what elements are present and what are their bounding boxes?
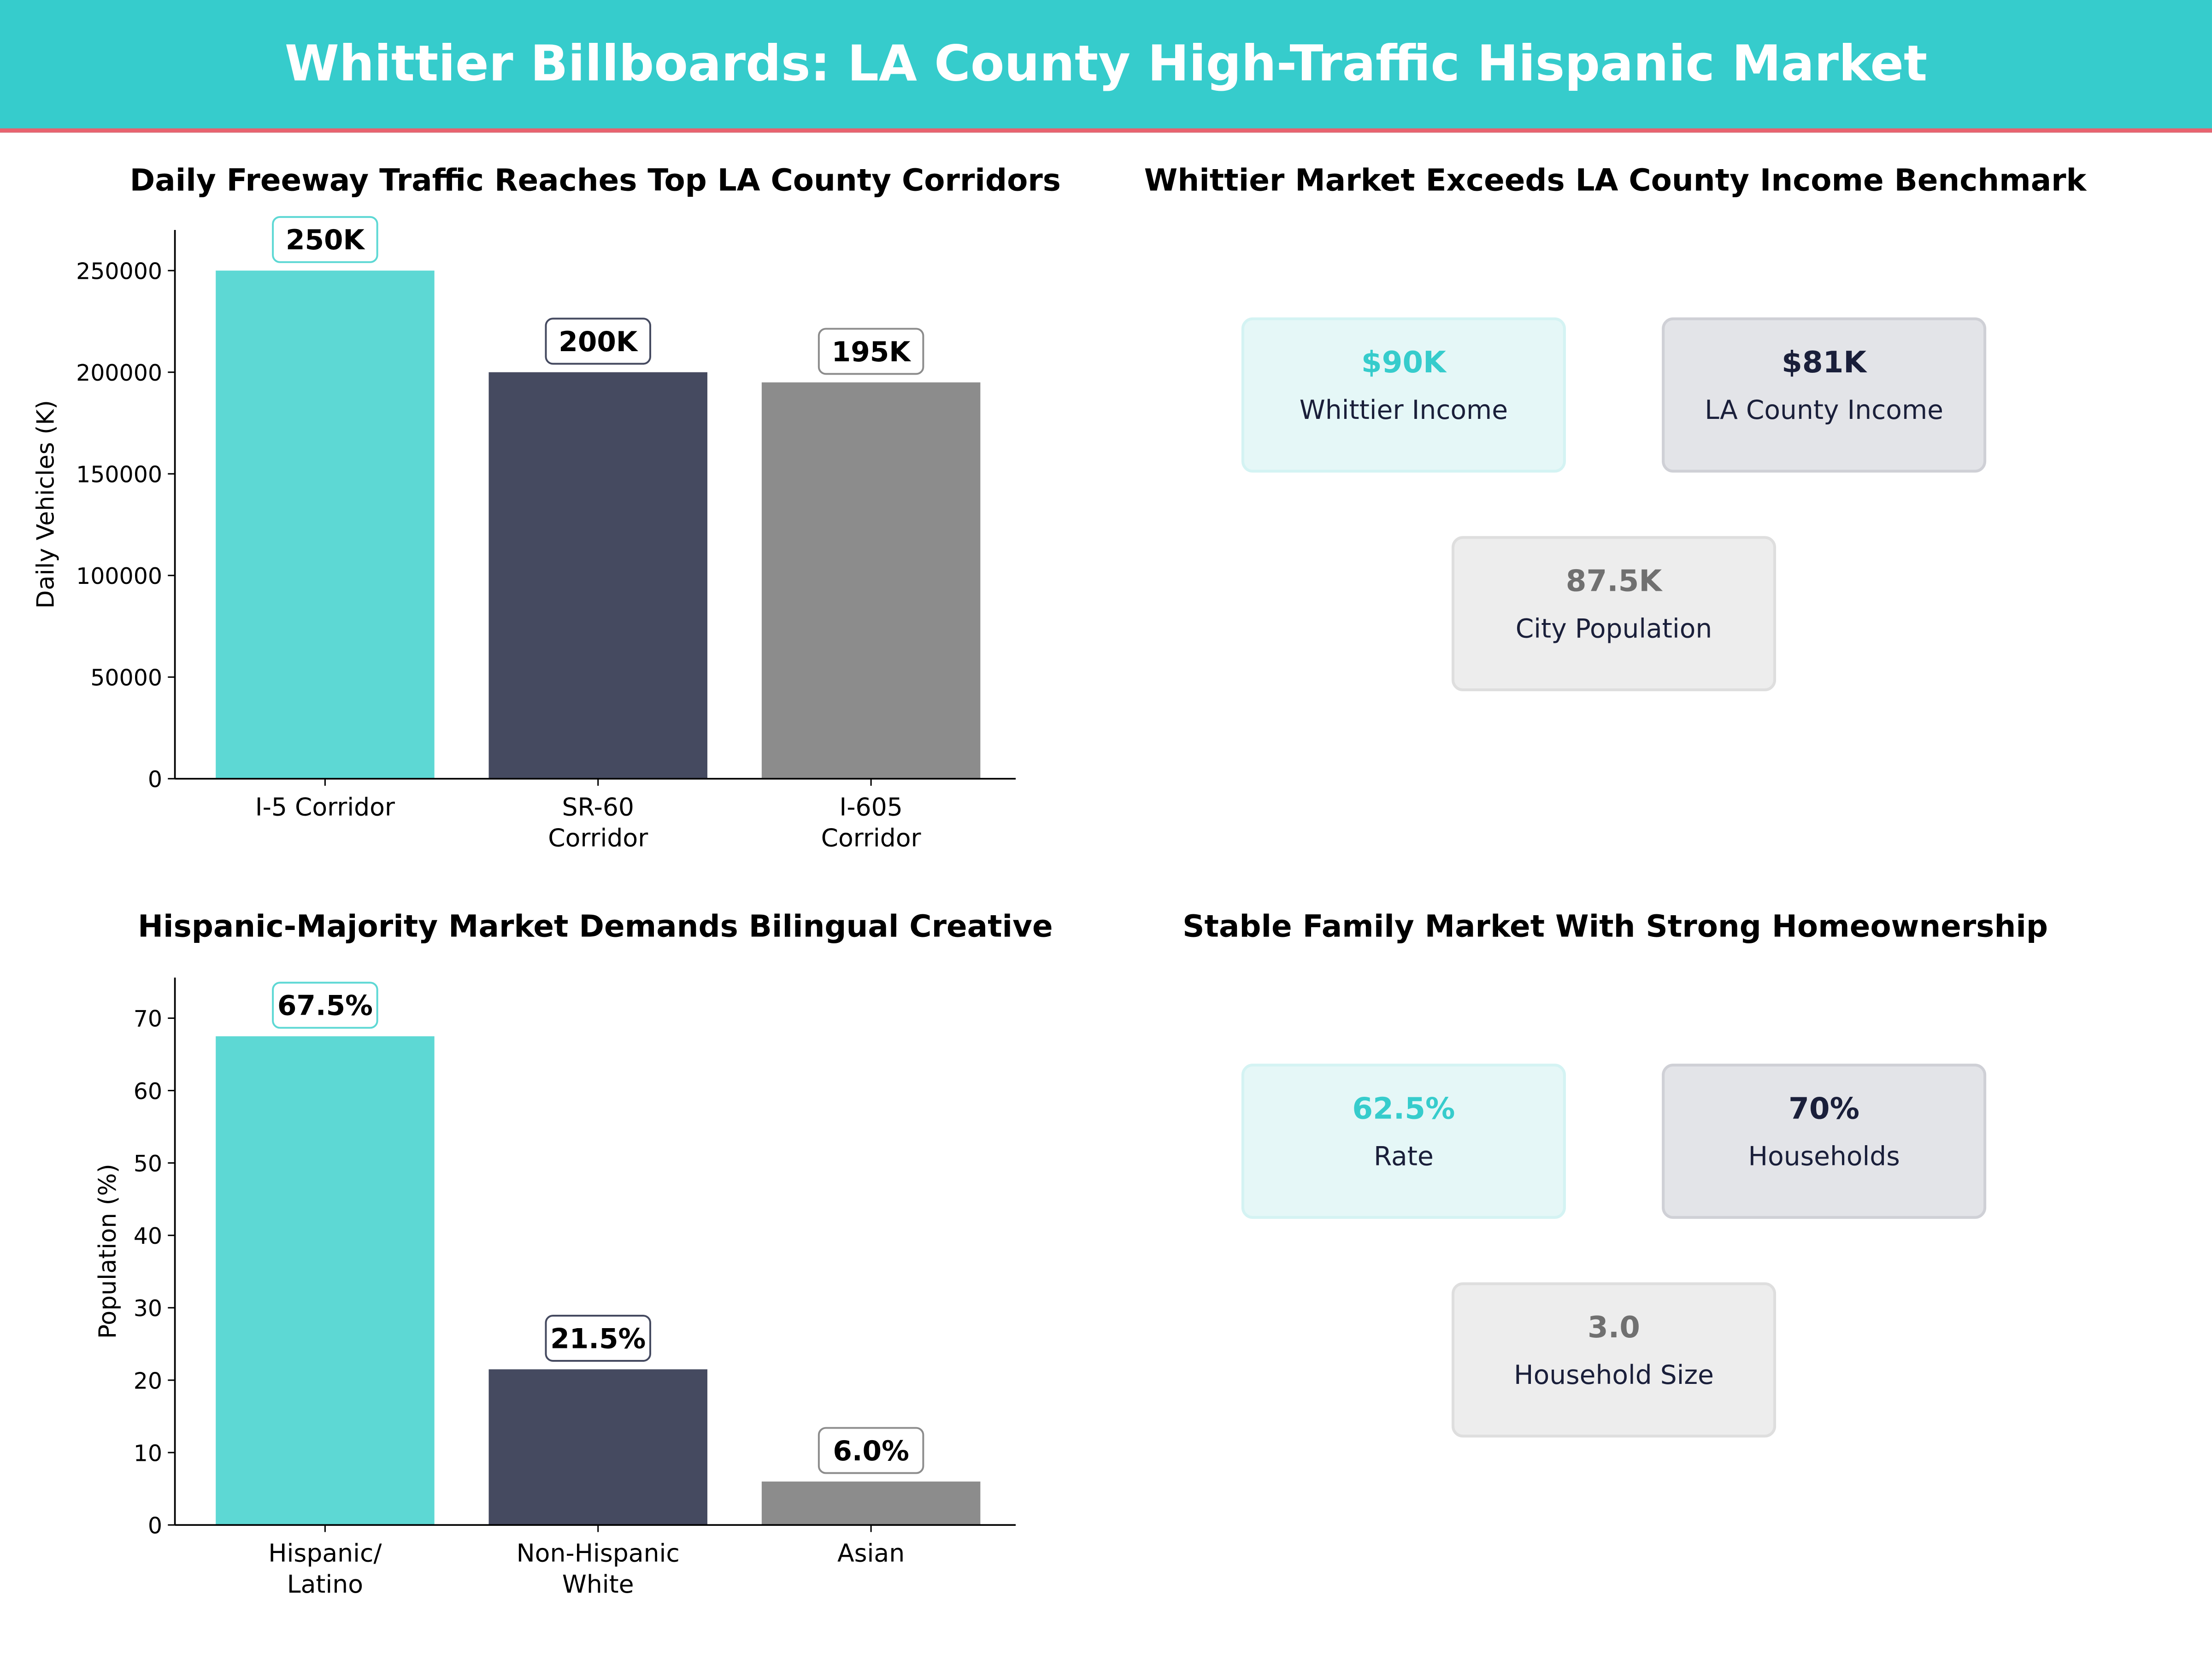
data-label: 200K (559, 326, 639, 358)
x-tick-label: Asian (837, 1539, 905, 1568)
kpi-card-households: 70% Households (1662, 1064, 1987, 1219)
kpi-card-la-county-income: $81K LA County Income (1662, 317, 1987, 473)
data-label: 250K (286, 224, 366, 256)
kpi-value: 62.5% (1352, 1092, 1455, 1126)
bar (761, 382, 981, 779)
y-tick-label: 40 (134, 1223, 162, 1249)
kpi-card-whittier-income: $90K Whittier Income (1241, 317, 1566, 473)
kpi-label: LA County Income (1705, 396, 1943, 426)
kpi-value: 3.0 (1588, 1310, 1640, 1345)
y-tick-label: 250000 (76, 259, 162, 285)
bar (216, 271, 435, 779)
kpi-card-household-size: 3.0 Household Size (1451, 1282, 1777, 1438)
data-label-box (818, 1427, 924, 1474)
x-tick-label: Corridor (821, 824, 922, 853)
x-tick-label: Latino (287, 1570, 363, 1599)
bar (761, 1481, 981, 1525)
chart-title-population: Hispanic-Majority Market Demands Bilingu… (137, 910, 1053, 946)
chart-0: 250K I-5 Corridor 200K SR-60 Corridor 195K I-6… (32, 216, 1016, 853)
data-label-box (545, 1315, 652, 1362)
y-tick-label: 20 (134, 1368, 162, 1394)
y-tick-label: 70 (134, 1006, 162, 1032)
y-tick-label: 50 (134, 1151, 162, 1177)
y-tick-label: 100000 (76, 563, 162, 589)
y-tick-label: 10 (134, 1440, 162, 1466)
kpi-card-homeownership-rate: 62.5% Rate (1241, 1064, 1566, 1219)
x-tick-label: I-605 (839, 792, 902, 821)
y-tick-label: 0 (148, 1513, 162, 1539)
x-tick-label: Non-Hispanic (517, 1539, 680, 1568)
y-axis-label: Daily Vehicles (K) (32, 400, 59, 609)
header-banner: Whittier Billboards: LA County High-Traf… (0, 0, 2212, 133)
x-tick-label: SR-60 (562, 792, 634, 821)
bar (488, 1369, 707, 1525)
y-tick-label: 0 (148, 766, 162, 793)
y-tick-label: 50000 (90, 665, 162, 691)
chart-1: 67.5% Hispanic/Latino 21.5% Non-HispanicWhi… (94, 977, 1016, 1599)
data-label-box (818, 328, 924, 375)
x-tick-label: White (562, 1570, 634, 1599)
x-tick-label: Corridor (548, 824, 648, 853)
y-axis-label: Population (%) (94, 1164, 122, 1339)
y-tick-label: 60 (134, 1078, 162, 1105)
chart-title-traffic: Daily Freeway Traffic Reaches Top LA Cou… (129, 164, 1061, 199)
panel-title-income: Whittier Market Exceeds LA County Income… (1144, 164, 2087, 199)
y-tick-label: 30 (134, 1295, 162, 1322)
kpi-label: Household Size (1514, 1361, 1714, 1391)
x-tick-label: Hispanic/ (268, 1539, 382, 1568)
x-tick-label: I-5 Corridor (255, 792, 395, 821)
y-tick-label: 200000 (76, 360, 162, 386)
y-tick-label: 150000 (76, 462, 162, 488)
bar (216, 1036, 435, 1525)
page-title: Whittier Billboards: LA County High-Traf… (284, 36, 1928, 93)
kpi-label: Rate (1373, 1142, 1434, 1172)
data-label-box (545, 318, 652, 365)
kpi-label: Whittier Income (1299, 396, 1508, 426)
kpi-label: Households (1748, 1142, 1900, 1172)
panel-title-family: Stable Family Market With Strong Homeown… (1182, 910, 2048, 946)
kpi-value: 70% (1788, 1092, 1860, 1126)
bar (488, 372, 707, 779)
kpi-card-city-population: 87.5K City Population (1451, 536, 1777, 691)
data-label: 195K (832, 336, 912, 368)
data-label-box (272, 216, 378, 263)
data-label: 21.5% (550, 1323, 646, 1355)
data-label-box (272, 982, 378, 1029)
data-label: 6.0% (833, 1435, 909, 1467)
kpi-label: City Population (1515, 615, 1712, 645)
kpi-value: $90K (1361, 345, 1446, 380)
kpi-value: 87.5K (1565, 564, 1662, 598)
kpi-value: $81K (1782, 345, 1867, 380)
data-label: 67.5% (277, 990, 373, 1022)
